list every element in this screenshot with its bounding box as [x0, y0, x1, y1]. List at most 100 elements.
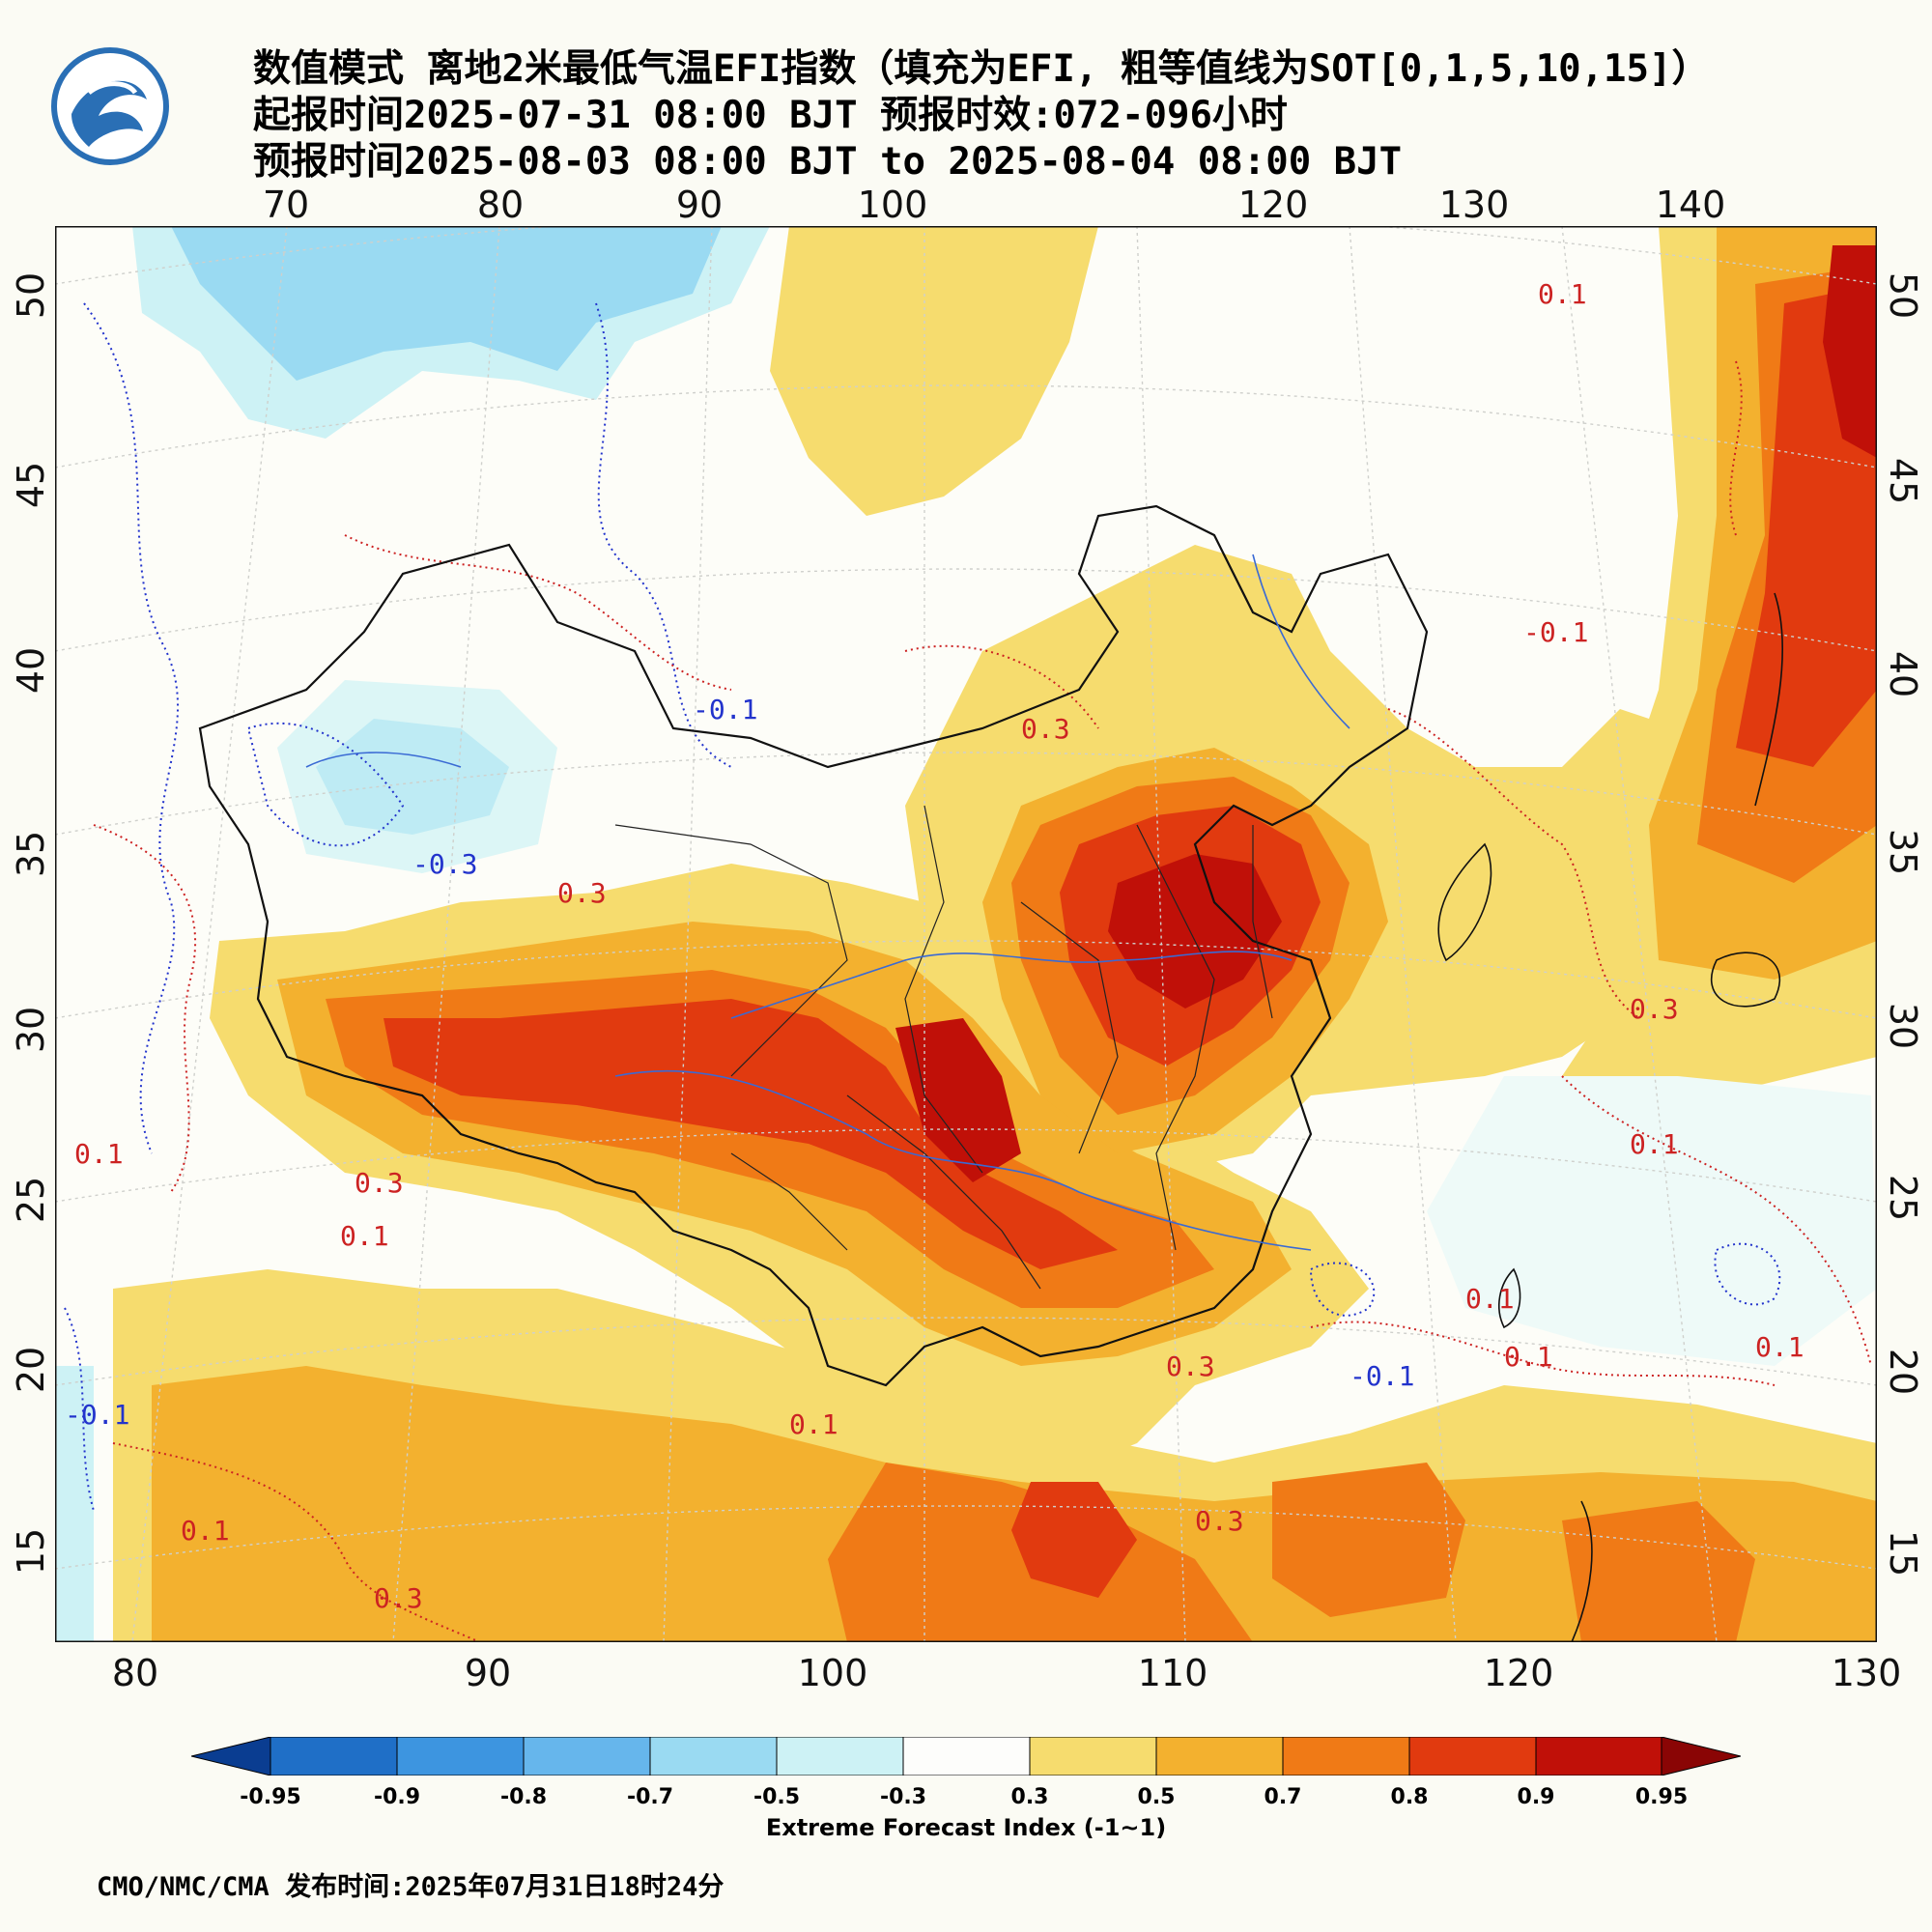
contour-label: 0.3	[1195, 1505, 1244, 1537]
contour-label: -0.3	[412, 848, 477, 880]
colorbar-segment	[776, 1737, 904, 1776]
efi-region-darkred-central-china	[1108, 854, 1282, 1009]
colorbar-tick-label: -0.3	[879, 1785, 927, 1809]
colorbar-tick-label: -0.9	[373, 1785, 421, 1809]
contour-label: 0.1	[1504, 1341, 1553, 1373]
right-lat-label: 35	[1882, 828, 1925, 876]
top-lon-label: 80	[476, 184, 525, 226]
contour-label: -0.1	[65, 1399, 129, 1431]
colorbar-tick-label: -0.7	[626, 1785, 674, 1809]
colorbar-segment	[902, 1737, 1031, 1776]
right-lat-label: 15	[1882, 1529, 1925, 1577]
colorbar-tick-label: 0.8	[1390, 1785, 1429, 1809]
left-lat-label: 15	[10, 1527, 53, 1576]
colorbar-segment	[396, 1737, 525, 1776]
colorbar-tick-label: 0.7	[1264, 1785, 1302, 1809]
left-lat-label: 20	[10, 1346, 53, 1394]
contour-label: 0.1	[789, 1408, 838, 1440]
contour-label: 0.1	[1630, 1128, 1679, 1160]
graticule-lines	[55, 226, 1877, 1642]
left-lat-label: 30	[10, 1006, 53, 1054]
publish-footer: CMO/NMC/CMA 发布时间:2025年07月31日18时24分	[97, 1872, 724, 1902]
contour-label: -0.1	[693, 694, 757, 725]
colorbar-tick-label: 0.95	[1634, 1785, 1689, 1809]
top-lon-label: 130	[1438, 184, 1510, 226]
top-lon-label: 140	[1655, 184, 1726, 226]
colorbar-tick-label: -0.5	[753, 1785, 801, 1809]
colorbar-segment	[523, 1737, 651, 1776]
left-lat-label: 50	[10, 271, 53, 320]
right-lat-label: 50	[1882, 271, 1925, 320]
contour-label: 0.1	[74, 1138, 124, 1170]
top-lon-label: 70	[262, 184, 310, 226]
efi-region-darkred-japan	[1823, 245, 1877, 458]
init-time-line: 起报时间2025-07-31 08:00 BJT 预报时效:072-096小时	[253, 94, 1288, 137]
contour-label: 0.3	[557, 877, 607, 909]
efi-region-blue-north	[171, 226, 722, 381]
colorbar-segment	[1535, 1737, 1662, 1776]
bottom-lon-label: 110	[1137, 1652, 1208, 1694]
map-title-line1: 数值模式 离地2米最低气温EFI指数（填充为EFI, 粗等值线为SOT[0,1,…	[253, 47, 1710, 91]
contour-label: 0.1	[181, 1515, 230, 1547]
colorbar-arrow-right	[1661, 1737, 1741, 1776]
right-lat-label: 25	[1882, 1174, 1925, 1222]
left-lat-label: 35	[10, 830, 53, 878]
contour-label: 0.1	[1465, 1283, 1515, 1315]
right-lat-label: 40	[1882, 650, 1925, 698]
efi-region-lightblue-tarim	[277, 680, 557, 873]
efi-region-red-tibet	[384, 999, 1118, 1269]
efi-map: -0.1 -0.3 0.1 0.3 -0.1 0.3 0.1 0.3 0.1 0…	[55, 226, 1877, 1642]
colorbar-tick-label: 0.3	[1010, 1785, 1049, 1809]
right-lat-label: 30	[1882, 1002, 1925, 1050]
coastlines	[1437, 592, 1784, 1642]
colorbar-segment	[1155, 1737, 1284, 1776]
left-lat-label: 45	[10, 461, 53, 509]
left-lat-label: 40	[10, 646, 53, 695]
colorbar-segment	[649, 1737, 778, 1776]
colorbar-tick-label: 0.5	[1137, 1785, 1176, 1809]
efi-region-lightcyan-eastsea	[1427, 1076, 1877, 1366]
contour-label: 0.3	[1630, 993, 1679, 1025]
bottom-lon-label: 120	[1483, 1652, 1554, 1694]
bottom-lon-label: 100	[797, 1652, 868, 1694]
colorbar-segment	[1282, 1737, 1410, 1776]
contour-label: -0.1	[1523, 616, 1588, 648]
sot-contours	[64, 302, 1872, 1642]
colorbar-tick-label: 0.9	[1517, 1785, 1555, 1809]
right-lat-label: 20	[1882, 1348, 1925, 1396]
efi-region-darkred-central	[895, 1018, 1021, 1182]
contour-label: 0.1	[1538, 278, 1587, 310]
china-border	[198, 504, 1429, 1387]
left-lat-label: 25	[10, 1176, 53, 1224]
contour-label: 0.1	[340, 1220, 389, 1252]
contour-label: 0.3	[1166, 1350, 1215, 1382]
cma-logo-icon	[51, 47, 169, 165]
colorbar-arrow-left	[191, 1737, 271, 1776]
colorbar-segment	[1408, 1737, 1537, 1776]
contour-label: 0.3	[1021, 713, 1070, 745]
colorbar-tick-label: -0.8	[499, 1785, 548, 1809]
bottom-lon-label: 80	[111, 1652, 159, 1694]
efi-region-red-hainan	[1011, 1482, 1137, 1598]
efi-colorbar	[191, 1737, 1741, 1776]
top-lon-label: 100	[857, 184, 928, 226]
rivers	[305, 554, 1350, 1251]
efi-region-darkorange-philippines	[1562, 1501, 1755, 1642]
province-borders	[614, 805, 1273, 1290]
bottom-lon-label: 90	[464, 1652, 512, 1694]
efi-region-darkorange-southeast	[1272, 1463, 1465, 1617]
contour-label: 0.3	[355, 1167, 404, 1199]
colorbar-segment	[1029, 1737, 1157, 1776]
efi-region-lightcyan-west	[55, 1366, 94, 1642]
colorbar-tick-label: -0.95	[240, 1785, 301, 1809]
contour-label: 0.3	[374, 1582, 423, 1614]
right-lat-label: 45	[1882, 457, 1925, 505]
contour-label: 0.1	[1755, 1331, 1804, 1363]
valid-time-line: 预报时间2025-08-03 08:00 BJT to 2025-08-04 0…	[253, 140, 1403, 184]
contour-label: -0.1	[1350, 1360, 1414, 1392]
top-lon-label: 90	[675, 184, 724, 226]
colorbar-segment	[270, 1737, 398, 1776]
efi-region-yellow-mongolia	[770, 226, 1098, 516]
colorbar-title: Extreme Forecast Index (-1~1)	[765, 1814, 1167, 1841]
bottom-lon-label: 130	[1831, 1652, 1902, 1694]
